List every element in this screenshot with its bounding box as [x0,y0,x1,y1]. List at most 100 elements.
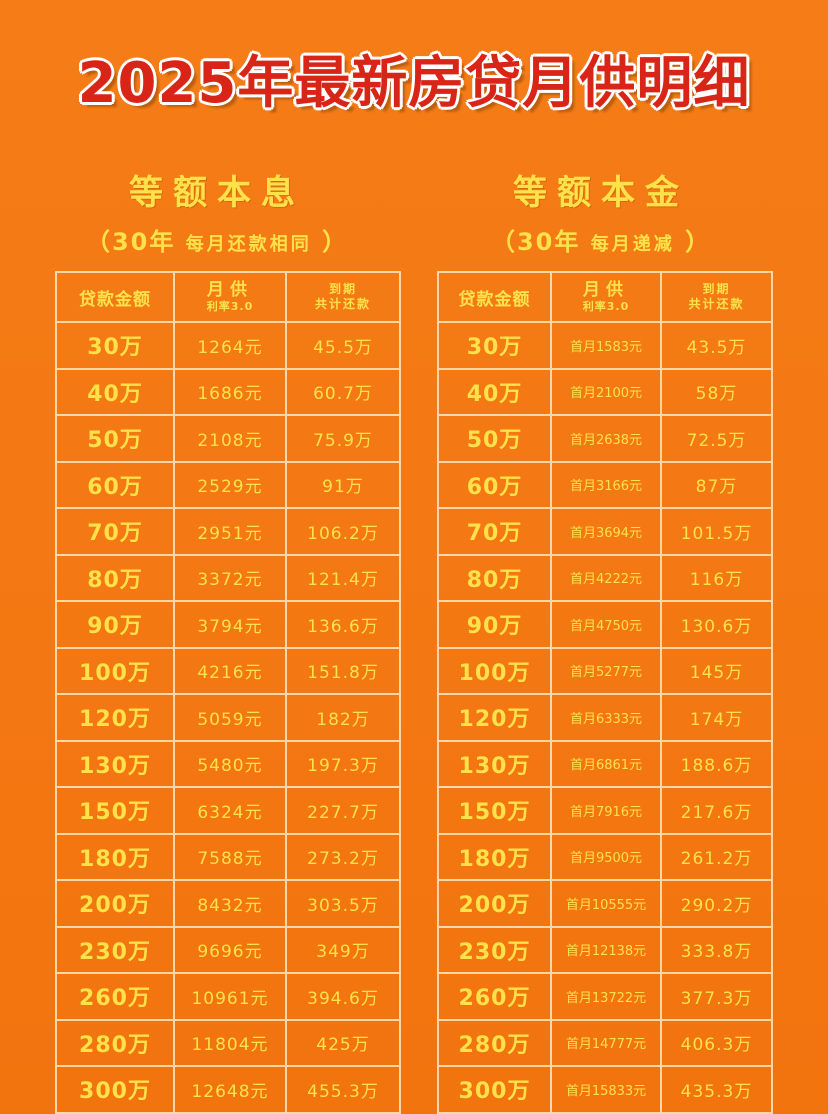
table-header-row: 贷款金额 月供 利率3.0 到期 共计还款 [437,271,773,323]
monthly-payment-cell: 首月3694元 [550,507,662,556]
table-row: 150万 首月7916元 217.6万 [437,786,773,835]
monthly-payment-cell: 首月4750元 [550,600,662,649]
loan-amount-cell: 120万 [55,693,175,742]
header-monthly-payment: 月供 利率3.0 [550,271,662,323]
total-repayment-cell: 58万 [660,367,773,416]
monthly-payment-cell: 2529元 [173,460,287,509]
table-row: 50万 首月2638元 72.5万 [437,414,773,463]
total-repayment-cell: 43.5万 [660,321,773,370]
table-header-row: 贷款金额 月供 利率3.0 到期 共计还款 [55,271,401,323]
header-total-repayment: 到期 共计还款 [660,271,773,323]
header-total-repayment: 到期 共计还款 [285,271,401,323]
table-row: 300万 首月15833元 435.3万 [437,1065,773,1114]
monthly-payment-cell: 10961元 [173,972,287,1021]
table-row: 300万 12648元 455.3万 [55,1065,401,1114]
loan-amount-cell: 200万 [55,879,175,928]
loan-amount-cell: 260万 [437,972,552,1021]
monthly-payment-cell: 首月6861元 [550,739,662,788]
table-row: 70万 2951元 106.2万 [55,507,401,556]
total-repayment-cell: 116万 [660,553,773,602]
table-row: 230万 首月12138元 333.8万 [437,925,773,974]
loan-amount-cell: 60万 [437,460,552,509]
monthly-payment-cell: 6324元 [173,786,287,835]
total-repayment-cell: 45.5万 [285,321,401,370]
table-row: 80万 3372元 121.4万 [55,553,401,602]
equal-installment-name: 等额本息 [129,173,305,213]
monthly-payment-cell: 首月6333元 [550,693,662,742]
header-rate: 利率3.0 [206,299,254,313]
table-row: 100万 4216元 151.8万 [55,646,401,695]
monthly-payment-cell: 首月3166元 [550,460,662,509]
loan-amount-cell: 90万 [437,600,552,649]
table-row: 280万 首月14777元 406.3万 [437,1018,773,1067]
loan-amount-cell: 150万 [437,786,552,835]
monthly-payment-cell: 首月1583元 [550,321,662,370]
monthly-payment-cell: 首月14777元 [550,1018,662,1067]
monthly-payment-cell: 1686元 [173,367,287,416]
total-repayment-cell: 87万 [660,460,773,509]
monthly-payment-cell: 1264元 [173,321,287,370]
equal-principal-heading: 等额本金 （30年 每月递减 ） [420,170,782,265]
monthly-payment-cell: 2108元 [173,414,287,463]
table-row: 60万 2529元 91万 [55,460,401,509]
loan-amount-cell: 30万 [55,321,175,370]
table-row: 60万 首月3166元 87万 [437,460,773,509]
total-repayment-cell: 273.2万 [285,832,401,881]
monthly-payment-cell: 首月2100元 [550,367,662,416]
monthly-payment-cell: 首月15833元 [550,1065,662,1114]
monthly-payment-cell: 3794元 [173,600,287,649]
total-repayment-cell: 349万 [285,925,401,974]
monthly-payment-cell: 5480元 [173,739,287,788]
monthly-payment-cell: 7588元 [173,832,287,881]
loan-amount-cell: 80万 [55,553,175,602]
equal-installment-rows: 30万 1264元 45.5万 40万 1686元 60.7万 50万 2108元 75.9万 6… [55,321,401,1114]
monthly-payment-cell: 首月12138元 [550,925,662,974]
table-row: 120万 5059元 182万 [55,693,401,742]
equal-principal-rows: 30万 首月1583元 43.5万 40万 首月2100元 58万 50万 首月2638元 72… [437,321,773,1114]
subtitle-close-paren: ） [685,228,712,256]
loan-amount-cell: 180万 [55,832,175,881]
table-row: 280万 11804元 425万 [55,1018,401,1067]
table-row: 180万 首月9500元 261.2万 [437,832,773,881]
total-repayment-cell: 290.2万 [660,879,773,928]
page-title: 2025年最新房贷月供明细 [77,51,751,116]
total-repayment-cell: 101.5万 [660,507,773,556]
table-row: 130万 首月6861元 188.6万 [437,739,773,788]
loan-amount-cell: 260万 [55,972,175,1021]
loan-amount-cell: 40万 [437,367,552,416]
equal-principal-table: 贷款金额 月供 利率3.0 到期 共计还款 30万 首月1583元 43.5万 40万… [437,271,773,1114]
loan-amount-cell: 90万 [55,600,175,649]
total-repayment-cell: 303.5万 [285,879,401,928]
loan-amount-cell: 130万 [437,739,552,788]
table-row: 40万 1686元 60.7万 [55,367,401,416]
total-repayment-cell: 106.2万 [285,507,401,556]
table-row: 30万 首月1583元 43.5万 [437,321,773,370]
table-row: 80万 首月4222元 116万 [437,553,773,602]
total-repayment-cell: 217.6万 [660,786,773,835]
table-row: 130万 5480元 197.3万 [55,739,401,788]
loan-amount-cell: 300万 [437,1065,552,1114]
total-repayment-cell: 425万 [285,1018,401,1067]
total-repayment-cell: 188.6万 [660,739,773,788]
loan-amount-cell: 70万 [55,507,175,556]
monthly-payment-cell: 首月10555元 [550,879,662,928]
equal-principal-subtitle: （30年 每月递减 ） [420,222,782,265]
monthly-payment-cell: 12648元 [173,1065,287,1114]
total-repayment-cell: 136.6万 [285,600,401,649]
equal-installment-table: 贷款金额 月供 利率3.0 到期 共计还款 30万 1264元 45.5万 40万 16… [55,271,401,1114]
total-repayment-cell: 455.3万 [285,1065,401,1114]
subtitle-note: 每月递减 [590,234,675,255]
loan-amount-cell: 130万 [55,739,175,788]
total-repayment-cell: 227.7万 [285,786,401,835]
total-repayment-cell: 91万 [285,460,401,509]
header-rate: 利率3.0 [582,299,630,313]
loan-amount-cell: 100万 [55,646,175,695]
monthly-payment-cell: 4216元 [173,646,287,695]
loan-amount-cell: 60万 [55,460,175,509]
header-monthly-payment: 月供 利率3.0 [173,271,287,323]
table-row: 90万 首月4750元 130.6万 [437,600,773,649]
total-repayment-cell: 72.5万 [660,414,773,463]
table-row: 150万 6324元 227.7万 [55,786,401,835]
subtitle-note: 每月还款相同 [185,234,312,255]
loan-amount-cell: 70万 [437,507,552,556]
